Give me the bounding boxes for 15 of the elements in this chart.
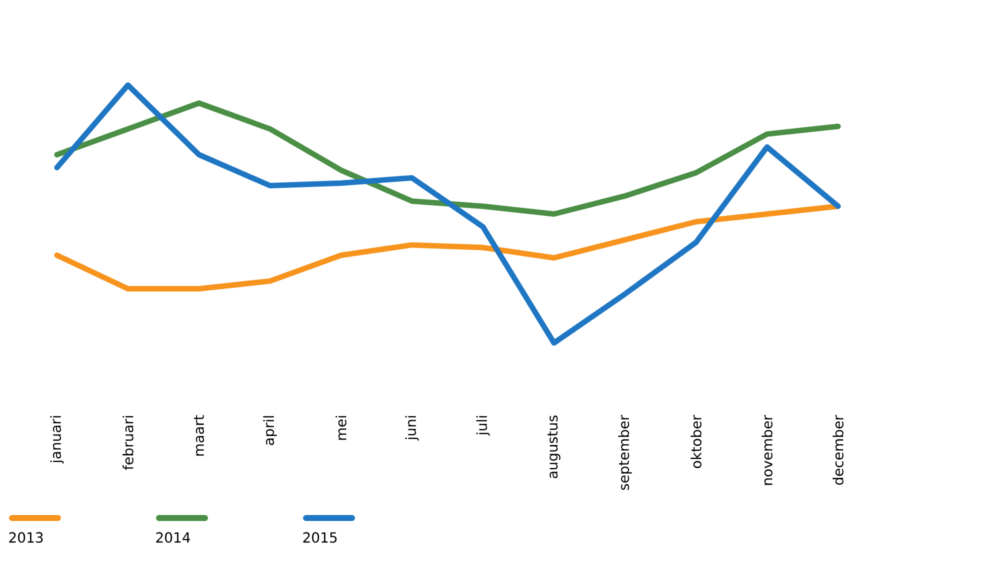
x-tick-label: september xyxy=(618,414,632,490)
x-tick-label: januari xyxy=(50,416,64,464)
x-tick-label: maart xyxy=(194,415,204,456)
legend-label: 2014 xyxy=(156,532,190,543)
x-tick-label: april xyxy=(263,416,277,446)
x-tick-label: februari xyxy=(122,416,134,470)
x-tick-label: mei xyxy=(336,416,346,440)
x-tick-label: augustus xyxy=(548,416,560,478)
x-tick-label: november xyxy=(762,414,772,485)
x-tick-label: juni xyxy=(405,416,419,441)
x-tick-label: oktober xyxy=(690,414,702,468)
x-tick-label: december xyxy=(832,414,844,485)
legend-label: 2013 xyxy=(9,532,43,543)
legend-label: 2015 xyxy=(303,532,337,543)
x-tick-label: juli xyxy=(476,416,490,436)
